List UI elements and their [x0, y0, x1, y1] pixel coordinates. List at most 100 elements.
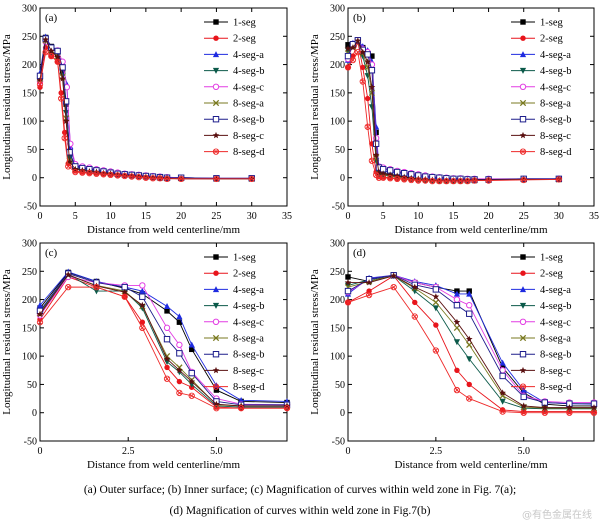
x-tick-label: 35 — [282, 211, 292, 222]
data-point — [139, 324, 146, 332]
y-tick-label: 250 — [22, 32, 37, 43]
legend-label: 1-seg — [540, 253, 563, 264]
legend-marker — [213, 19, 219, 25]
data-point — [163, 174, 171, 182]
legend-marker — [212, 116, 220, 123]
x-tick-label: 25 — [211, 211, 221, 222]
legend-marker — [519, 383, 527, 390]
data-point — [464, 177, 471, 185]
x-axis-label: Distance from weld centerline/mm — [394, 224, 547, 236]
legend-item: 4-seg-c — [204, 317, 264, 328]
legend-marker — [212, 99, 220, 107]
legend: 1-seg 2-seg 4-seg-a 4-seg-b 4-seg-c 8-seg-a 8-… — [204, 253, 265, 393]
y-tick-label: 50 — [27, 145, 37, 156]
data-point — [36, 310, 44, 318]
legend-marker — [212, 83, 220, 91]
series-line — [347, 40, 559, 182]
data-point — [464, 177, 471, 184]
data-point — [590, 404, 598, 411]
data-point — [368, 157, 376, 164]
data-point — [520, 409, 527, 416]
legend-label: 8-seg-d — [540, 147, 572, 158]
legend-label: 8-seg-d — [233, 147, 265, 158]
data-point — [139, 293, 146, 300]
series-line — [347, 39, 559, 180]
legend-item: 4-seg-a — [511, 50, 571, 61]
y-tick-label: 50 — [335, 380, 345, 391]
legend-label: 4-seg-b — [233, 66, 265, 77]
y-tick-label: 200 — [330, 60, 345, 71]
data-point — [62, 98, 70, 105]
data-point — [436, 177, 443, 184]
legend-label: 4-seg-a — [540, 50, 571, 61]
plot-frame — [347, 242, 595, 442]
data-point — [188, 378, 196, 385]
legend-item: 2-seg — [204, 269, 256, 280]
x-axis-label: Distance from weld centerline/mm — [394, 459, 547, 471]
data-point — [485, 177, 492, 184]
legend-label: 4-seg-b — [540, 301, 572, 312]
data-point — [42, 48, 49, 56]
series-8-seg-d — [344, 48, 563, 185]
data-point — [369, 53, 375, 59]
legend: 1-seg 2-seg 4-seg-a 4-seg-b 4-seg-c 8-seg-a 8-… — [204, 18, 265, 158]
x-tick-label: 30 — [247, 211, 257, 222]
data-point — [142, 173, 150, 180]
legend-item: 4-seg-a — [511, 285, 571, 296]
series-8-seg-d — [36, 283, 291, 412]
legend-marker — [212, 67, 220, 74]
x-tick-label: 0 — [346, 446, 351, 457]
data-point — [164, 308, 170, 314]
y-axis-label: Longitudinal residual stress/MPa — [309, 269, 321, 415]
legend-marker — [212, 131, 220, 139]
legend-marker — [519, 286, 527, 293]
data-point — [63, 109, 70, 116]
data-point — [390, 283, 397, 291]
legend-marker — [519, 148, 527, 155]
data-point — [54, 53, 61, 61]
legend-marker — [212, 383, 220, 390]
data-point — [541, 409, 548, 416]
data-point — [36, 301, 44, 308]
panel-label: (c) — [45, 247, 58, 259]
legend-label: 8-seg-d — [540, 382, 572, 393]
legend-label: 8-seg-b — [540, 350, 572, 361]
data-point — [135, 173, 142, 181]
x-axis-label: Distance from weld centerline/mm — [87, 459, 240, 471]
legend-item: 8-seg-d — [204, 382, 265, 393]
data-point — [349, 44, 357, 51]
data-point — [188, 341, 195, 348]
data-point — [344, 287, 352, 295]
data-point — [121, 171, 129, 179]
data-point — [349, 56, 357, 64]
data-point — [354, 37, 362, 44]
legend-marker — [213, 35, 219, 41]
series-8-seg-b — [344, 272, 598, 407]
data-point — [42, 36, 49, 43]
series-line — [347, 286, 594, 414]
legend-item: 1-seg — [204, 18, 256, 29]
data-point — [432, 305, 439, 312]
data-point — [365, 279, 373, 286]
data-point — [453, 302, 461, 309]
legend-marker — [519, 67, 527, 74]
legend-label: 4-seg-c — [233, 82, 264, 93]
watermark: @有色金属在线 — [522, 510, 592, 521]
y-tick-label: 200 — [22, 295, 37, 306]
legend-label: 4-seg-c — [233, 317, 264, 328]
data-point — [36, 81, 44, 88]
x-tick-label: 10 — [106, 211, 116, 222]
legend-label: 2-seg — [233, 34, 256, 45]
data-point — [499, 398, 506, 405]
legend-marker — [212, 286, 220, 293]
legend-marker — [519, 116, 527, 123]
legend-item: 4-seg-b — [204, 66, 265, 77]
data-point — [213, 405, 220, 412]
x-tick-label: 0 — [38, 446, 43, 457]
x-tick-label: 35 — [589, 211, 599, 222]
legend-label: 4-seg-b — [233, 301, 265, 312]
data-point — [411, 283, 419, 290]
data-point — [48, 52, 55, 60]
legend-label: 8-seg-c — [540, 366, 571, 377]
series-line — [347, 39, 559, 181]
